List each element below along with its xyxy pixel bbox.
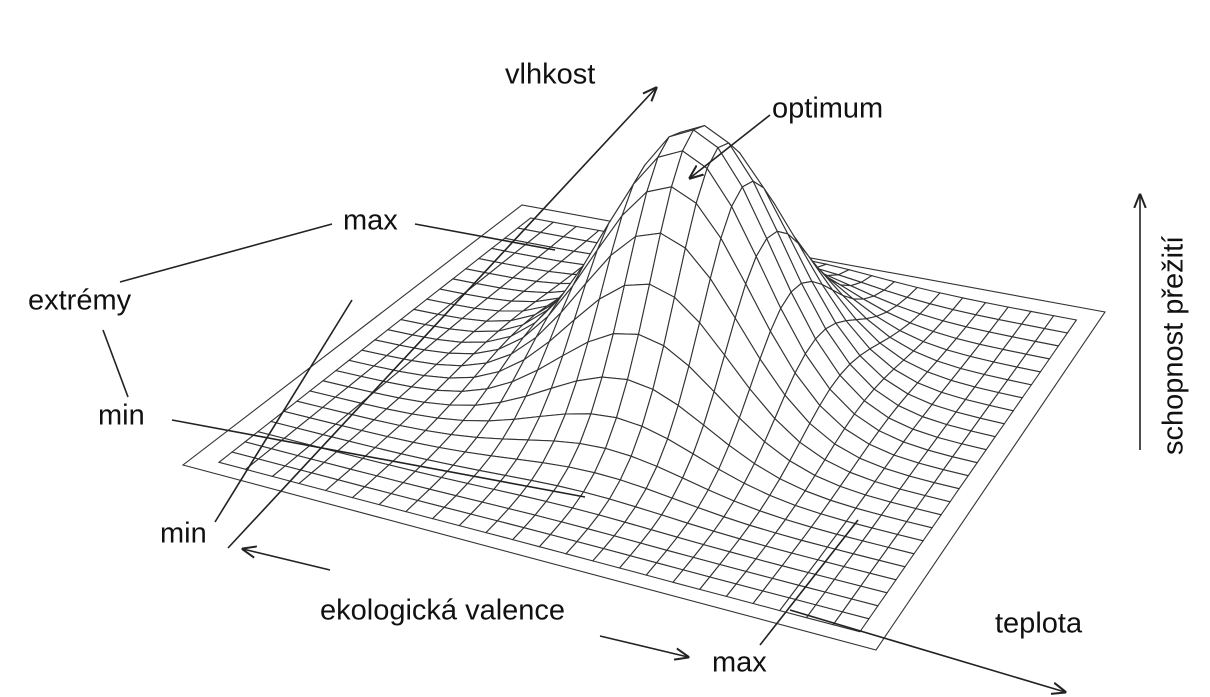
survival-label: schopnost přežití [1158,236,1190,455]
min-label: min [98,400,145,432]
max-lower-line [759,519,859,646]
optimum-arrow [690,114,771,178]
max-label: max [712,647,767,679]
min-left-line [171,419,586,498]
arrows [102,88,1140,692]
optimum-label: optimum [772,93,883,125]
valence-arrow-right [599,635,688,657]
extremes-label: extrémy [28,285,132,317]
max-label: max [343,205,398,237]
min-lower-line [214,299,353,523]
extremes-line-1 [119,223,333,283]
min-label: min [160,518,207,550]
extremes-line-2 [102,329,129,398]
temperature-arrow [789,609,1065,692]
temperature-label: teplota [995,608,1083,640]
valence-arrow-left [243,549,331,571]
mesh-cell [832,611,870,633]
max-upper-line [414,223,556,251]
valence-label: ekologická valence [320,595,565,627]
humidity-arrow [227,88,656,549]
surface-mesh [181,124,1106,651]
humidity-label: vlhkost [505,59,595,91]
